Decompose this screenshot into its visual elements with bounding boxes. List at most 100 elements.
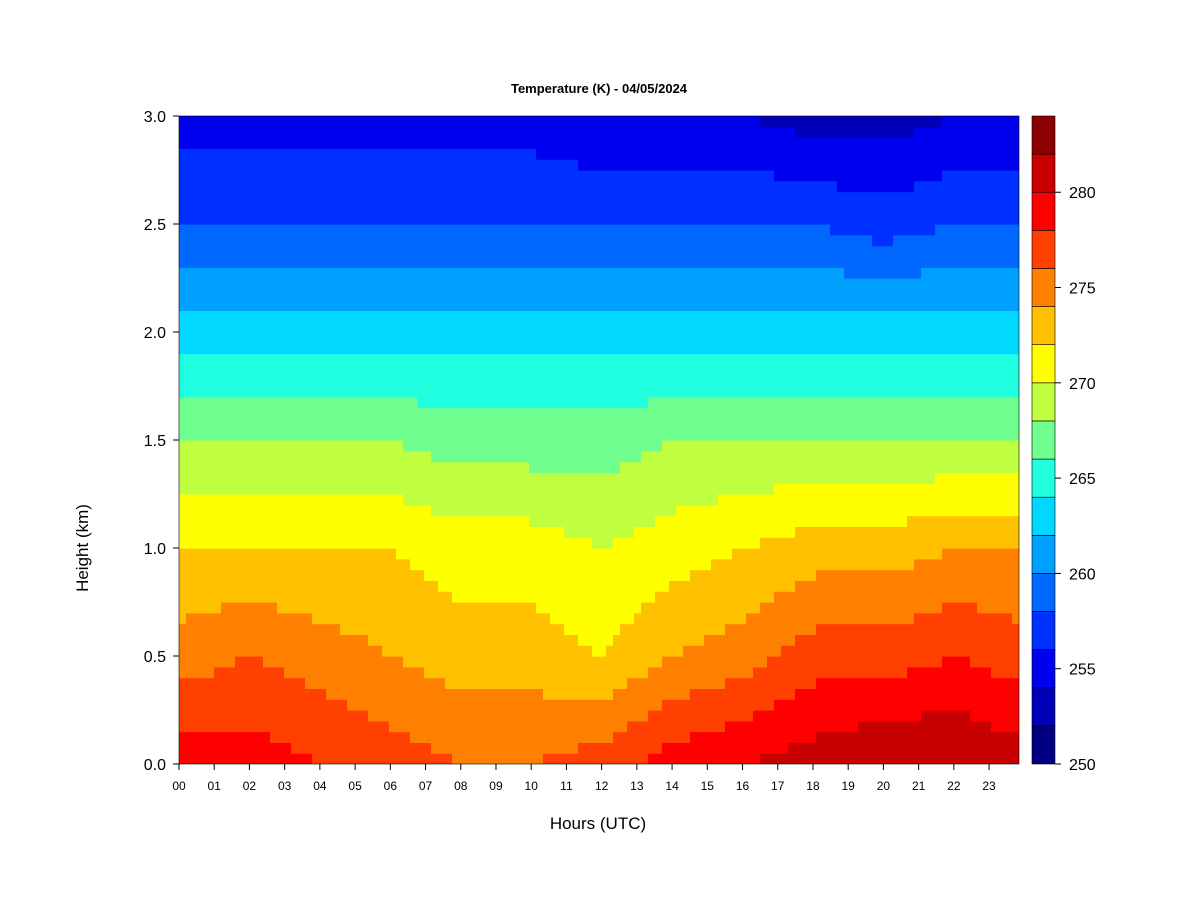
- heatmap-cell: [655, 191, 663, 203]
- heatmap-cell: [347, 580, 355, 592]
- heatmap-cell: [179, 288, 187, 301]
- heatmap-cell: [606, 342, 614, 355]
- heatmap-cell: [522, 504, 530, 517]
- heatmap-cell: [347, 483, 355, 495]
- heatmap-cell: [655, 494, 663, 506]
- heatmap-cell: [179, 558, 187, 571]
- heatmap-cell: [550, 256, 558, 268]
- heatmap-cell: [606, 483, 614, 495]
- heatmap-cell: [480, 656, 488, 668]
- heatmap-cell: [382, 396, 390, 409]
- heatmap-cell: [305, 245, 313, 257]
- heatmap-cell: [669, 548, 677, 560]
- heatmap-cell: [361, 558, 369, 571]
- heatmap-cell: [725, 645, 733, 657]
- heatmap-cell: [564, 342, 572, 355]
- heatmap-cell: [515, 213, 523, 225]
- heatmap-cell: [599, 537, 607, 549]
- heatmap-cell: [291, 569, 299, 581]
- heatmap-cell: [431, 731, 439, 743]
- heatmap-cell: [333, 515, 341, 527]
- heatmap-cell: [725, 224, 733, 236]
- heatmap-cell: [725, 170, 733, 182]
- heatmap-cell: [277, 278, 285, 290]
- heatmap-cell: [676, 288, 684, 301]
- heatmap-cell: [739, 472, 747, 484]
- heatmap-cell: [648, 461, 656, 473]
- heatmap-cell: [669, 299, 677, 311]
- heatmap-cell: [438, 267, 446, 279]
- heatmap-cell: [515, 224, 523, 236]
- heatmap-cell: [235, 137, 243, 149]
- heatmap-cell: [340, 710, 348, 722]
- heatmap-cell: [564, 515, 572, 527]
- heatmap-cell: [655, 288, 663, 301]
- heatmap-cell: [599, 224, 607, 236]
- heatmap-cell: [508, 504, 516, 517]
- heatmap-cell: [480, 213, 488, 225]
- heatmap-cell: [291, 623, 299, 635]
- heatmap-cell: [711, 710, 719, 722]
- heatmap-cell: [312, 224, 320, 236]
- heatmap-cell: [711, 634, 719, 646]
- heatmap-cell: [242, 645, 250, 657]
- heatmap-cell: [445, 720, 453, 733]
- heatmap-cell: [550, 688, 558, 700]
- heatmap-cell: [445, 580, 453, 592]
- heatmap-cell: [270, 407, 278, 419]
- heatmap-cell: [578, 213, 586, 225]
- heatmap-cell: [368, 548, 376, 560]
- heatmap-cell: [354, 688, 362, 700]
- heatmap-cell: [543, 634, 551, 646]
- heatmap-cell: [284, 677, 292, 689]
- heatmap-cell: [515, 461, 523, 473]
- heatmap-cell: [242, 666, 250, 679]
- heatmap-cell: [333, 137, 341, 149]
- heatmap-cell: [298, 558, 306, 571]
- heatmap-cell: [557, 656, 565, 668]
- heatmap-cell: [487, 310, 495, 322]
- heatmap-cell: [354, 159, 362, 171]
- heatmap-cell: [193, 504, 201, 517]
- heatmap-cell: [228, 580, 236, 592]
- heatmap-cell: [592, 602, 600, 614]
- heatmap-cell: [403, 364, 411, 376]
- heatmap-cell: [606, 537, 614, 549]
- heatmap-cell: [543, 645, 551, 657]
- heatmap-cell: [277, 483, 285, 495]
- heatmap-cell: [494, 440, 502, 452]
- heatmap-cell: [438, 656, 446, 668]
- heatmap-cell: [739, 353, 747, 365]
- heatmap-cell: [340, 245, 348, 257]
- heatmap-cell: [620, 278, 628, 290]
- heatmap-cell: [263, 418, 271, 430]
- heatmap-cell: [361, 504, 369, 517]
- heatmap-cell: [270, 278, 278, 290]
- heatmap-cell: [333, 472, 341, 484]
- heatmap-cell: [382, 375, 390, 387]
- heatmap-cell: [291, 666, 299, 679]
- heatmap-cell: [599, 558, 607, 571]
- heatmap-cell: [508, 580, 516, 592]
- heatmap-cell: [410, 526, 418, 538]
- heatmap-cell: [375, 278, 383, 290]
- heatmap-cell: [697, 267, 705, 279]
- heatmap-cell: [704, 342, 712, 355]
- heatmap-cell: [333, 267, 341, 279]
- heatmap-cell: [494, 558, 502, 571]
- heatmap-cell: [284, 634, 292, 646]
- heatmap-cell: [298, 159, 306, 171]
- heatmap-cell: [375, 569, 383, 581]
- heatmap-cell: [543, 267, 551, 279]
- heatmap-cell: [515, 278, 523, 290]
- heatmap-cell: [242, 461, 250, 473]
- heatmap-cell: [284, 742, 292, 754]
- heatmap-cell: [620, 213, 628, 225]
- heatmap-cell: [690, 569, 698, 581]
- heatmap-cell: [669, 288, 677, 301]
- heatmap-cell: [459, 580, 467, 592]
- heatmap-cell: [200, 504, 208, 517]
- heatmap-cell: [487, 278, 495, 290]
- heatmap-cell: [571, 364, 579, 376]
- heatmap-cell: [207, 623, 215, 635]
